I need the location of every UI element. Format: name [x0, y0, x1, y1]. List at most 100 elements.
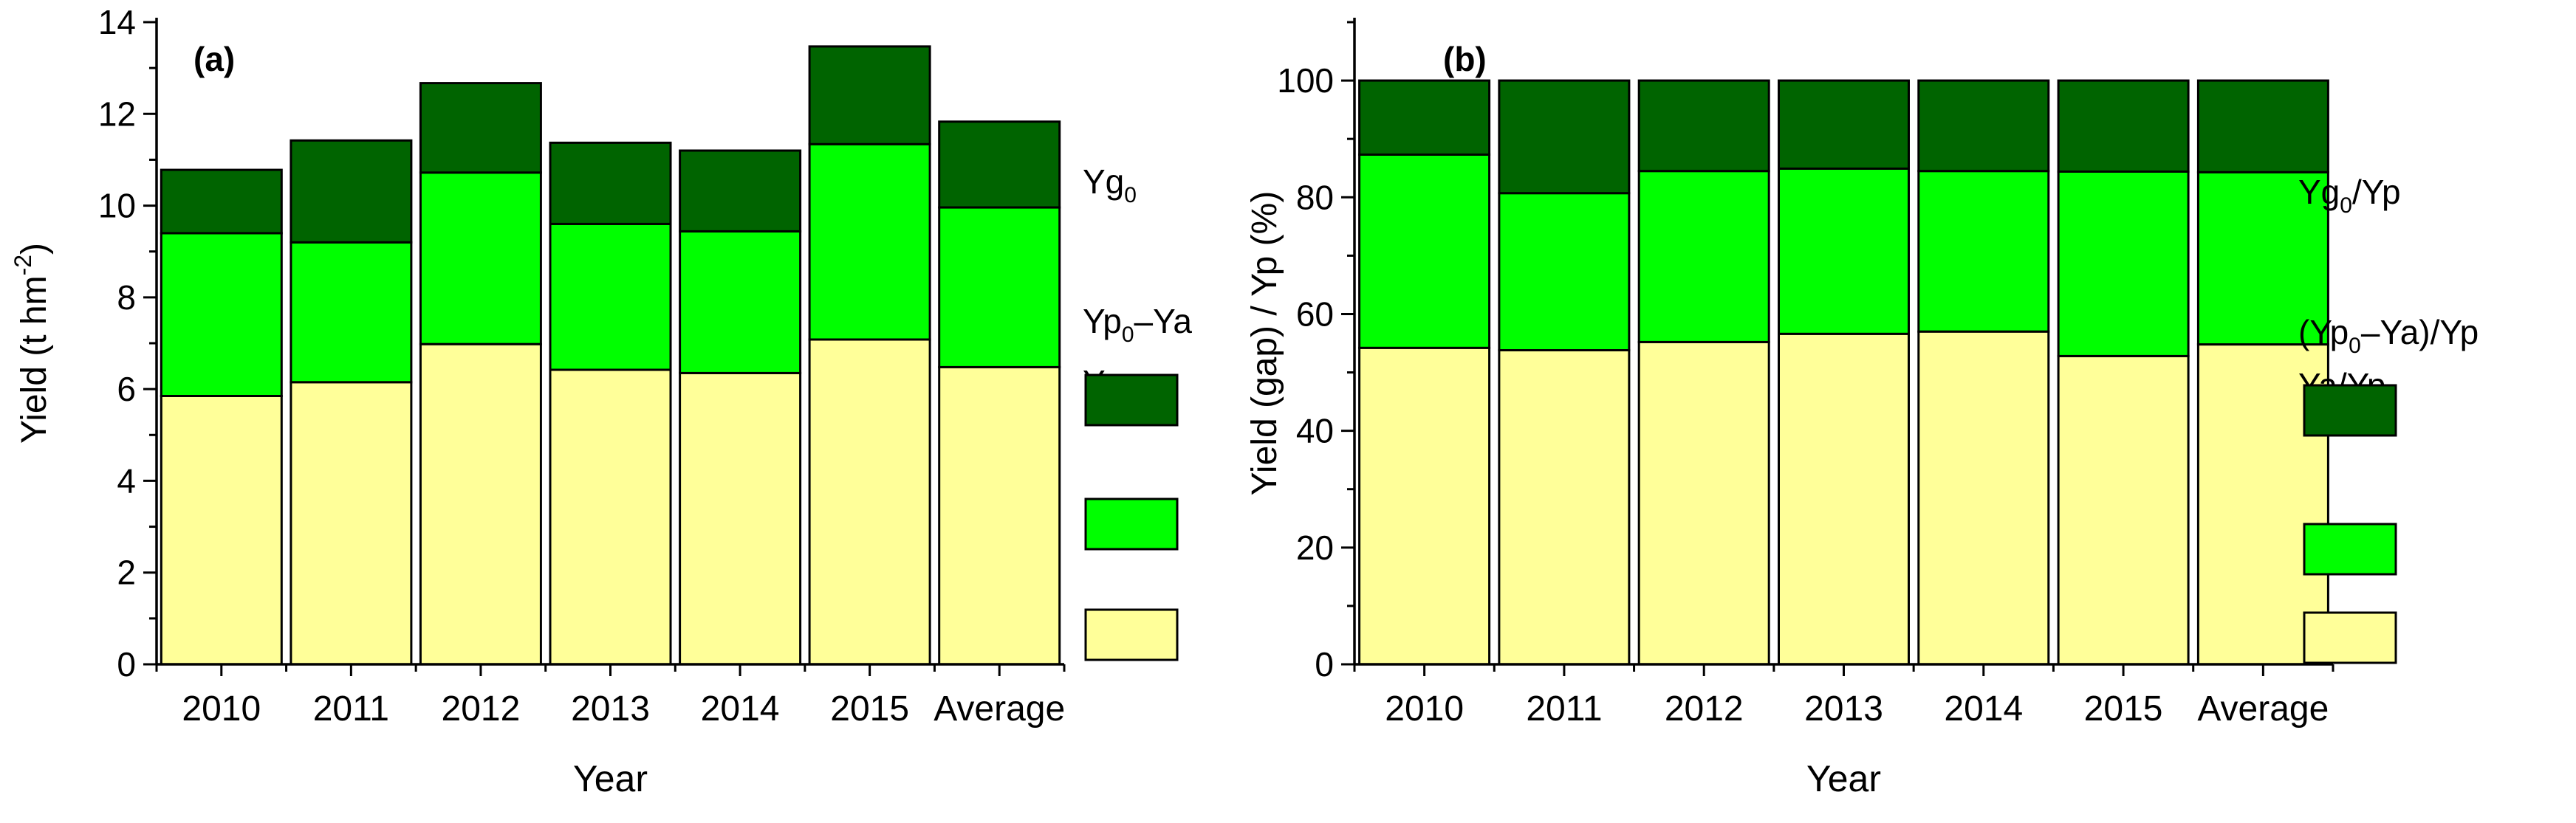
x-tick-label: 2015	[830, 689, 909, 729]
x-tick-label: 2012	[1665, 689, 1744, 729]
legend-swatch-a-2	[1084, 373, 1179, 427]
bar-a-2013-series-0	[549, 368, 672, 666]
y-axis-title-superscript: -2	[10, 255, 36, 275]
bar-a-2014-series-1	[679, 230, 802, 374]
legend-label: Yp0–Ya	[1083, 302, 1192, 347]
bar-b-2014-series-0	[1917, 330, 2050, 666]
y-axis-title: Yield (gap) / Yp (%)	[1245, 191, 1284, 496]
bar-a-2011-series-0	[290, 381, 413, 666]
x-axis-title: Year	[573, 758, 648, 799]
legend-swatch-b-1	[2303, 523, 2397, 576]
bar-a-average-series-1	[938, 206, 1061, 368]
bar-a-average-series-0	[938, 365, 1061, 666]
legend-swatch-b-2	[2303, 384, 2397, 437]
x-tick-label: 2011	[313, 689, 389, 729]
chart-panel-b: 2010 2011 2012 2013 2014 2015 Average 0 20 40 60 80…	[1245, 18, 2479, 799]
bar-b-2013-series-2	[1778, 79, 1910, 170]
bar-a-2014-series-2	[679, 149, 802, 233]
y-tick-label: 4	[117, 461, 136, 500]
y-tick-label: 0	[1315, 645, 1334, 683]
y-axis-title: Yield (t hm-2)	[10, 243, 54, 444]
x-tick-label: 2012	[442, 689, 521, 729]
x-tick-label: Average	[934, 689, 1065, 729]
legend-label-base: Yg	[2298, 173, 2340, 211]
bar-b-2010-series-0	[1358, 346, 1491, 666]
bar-a-2011-series-2	[290, 139, 413, 244]
bar-b-2014-series-1	[1917, 170, 2050, 333]
y-tick-label: 8	[117, 278, 136, 317]
legend-label-base: Yp	[1083, 302, 1122, 340]
bar-a-average-series-2	[938, 120, 1061, 209]
y-tick-label: 20	[1296, 528, 1334, 567]
legend-label-rest: –Ya)/Yp	[2361, 313, 2479, 351]
chart-panel-a: 2010 2011 2012 2013 2014 2015 Average 0 2 4 6 8 10 12…	[10, 3, 1192, 799]
bar-b-2011-series-0	[1498, 349, 1631, 666]
bar-a-2011-series-1	[290, 241, 413, 384]
y-axis-title-text: Yield (gap) / Yp (%)	[1245, 191, 1284, 496]
bar-b-2015-series-1	[2057, 171, 2190, 357]
bar-a-2014-series-0	[679, 371, 802, 666]
y-tick-label: 10	[98, 187, 136, 225]
bar-a-2015-series-1	[808, 142, 931, 341]
bar-a-2010-series-2	[160, 168, 283, 235]
bar-b-2013-series-1	[1778, 168, 1910, 335]
legend-label-subscript: 0	[1124, 183, 1137, 207]
legend-label-base: (Yp	[2298, 313, 2349, 351]
y-tick-label: 14	[98, 3, 136, 41]
y-axis-title-end: )	[15, 243, 54, 255]
x-tick-label: 2014	[1944, 689, 2023, 729]
legend-label-rest: –Ya	[1134, 302, 1193, 340]
legend-label-subscript: 0	[2340, 193, 2352, 218]
bar-a-2010-series-0	[160, 395, 283, 666]
bar-a-2012-series-2	[419, 82, 542, 174]
bar-b-2011-series-2	[1498, 79, 1631, 195]
legend-swatch-a-1	[1084, 497, 1179, 551]
bar-b-average-series-1	[2196, 171, 2329, 346]
y-tick-label: 12	[98, 94, 136, 133]
legend-label: (Yp0–Ya)/Yp	[2298, 313, 2479, 358]
y-tick-label: 100	[1277, 61, 1334, 100]
bar-b-2012-series-2	[1637, 79, 1770, 173]
bar-a-2012-series-1	[419, 171, 542, 345]
y-tick-label: 2	[117, 554, 136, 592]
bar-b-average-series-2	[2196, 79, 2329, 173]
y-axis-title-text: Yield (t hm	[15, 275, 54, 444]
x-tick-label: 2013	[571, 689, 650, 729]
y-tick-label: 6	[117, 370, 136, 408]
legend-label: Yg0	[1083, 162, 1137, 207]
bar-b-2010-series-1	[1358, 154, 1491, 349]
bar-b-2014-series-2	[1917, 79, 2050, 173]
bar-b-2013-series-0	[1778, 332, 1910, 666]
y-tick-label: 0	[117, 645, 136, 683]
x-tick-label: 2010	[1385, 689, 1464, 729]
bar-a-2013-series-1	[549, 222, 672, 371]
bar-b-2015-series-0	[2057, 354, 2190, 666]
x-tick-label: 2015	[2084, 689, 2163, 729]
x-tick-label: 2010	[182, 689, 261, 729]
bar-a-2015-series-2	[808, 45, 931, 145]
panel-label: (b)	[1443, 40, 1487, 78]
bar-a-2010-series-1	[160, 232, 283, 397]
legend-label-subscript: 0	[1122, 323, 1134, 347]
y-tick-label: 60	[1296, 295, 1334, 333]
bar-b-2012-series-1	[1637, 170, 1770, 343]
legend-swatch-b-0	[2303, 611, 2397, 664]
x-tick-label: 2013	[1804, 689, 1883, 729]
legend-label-rest: /Yp	[2352, 173, 2401, 211]
x-tick-label: Average	[2197, 689, 2329, 729]
bar-b-2010-series-2	[1358, 79, 1491, 156]
x-axis-title: Year	[1806, 758, 1881, 799]
bar-b-2012-series-0	[1637, 340, 1770, 666]
y-tick-label: 40	[1296, 412, 1334, 450]
bar-a-2013-series-2	[549, 141, 672, 225]
legend-label: Yg0/Yp	[2298, 173, 2401, 218]
legend-label-base: Yg	[1083, 162, 1124, 201]
bar-b-2015-series-2	[2057, 79, 2190, 173]
bar-a-2012-series-0	[419, 342, 542, 666]
bar-a-2015-series-0	[808, 338, 931, 666]
x-tick-label: 2011	[1526, 689, 1602, 729]
x-tick-label: 2014	[701, 689, 780, 729]
legend-label-subscript: 0	[2349, 334, 2361, 358]
